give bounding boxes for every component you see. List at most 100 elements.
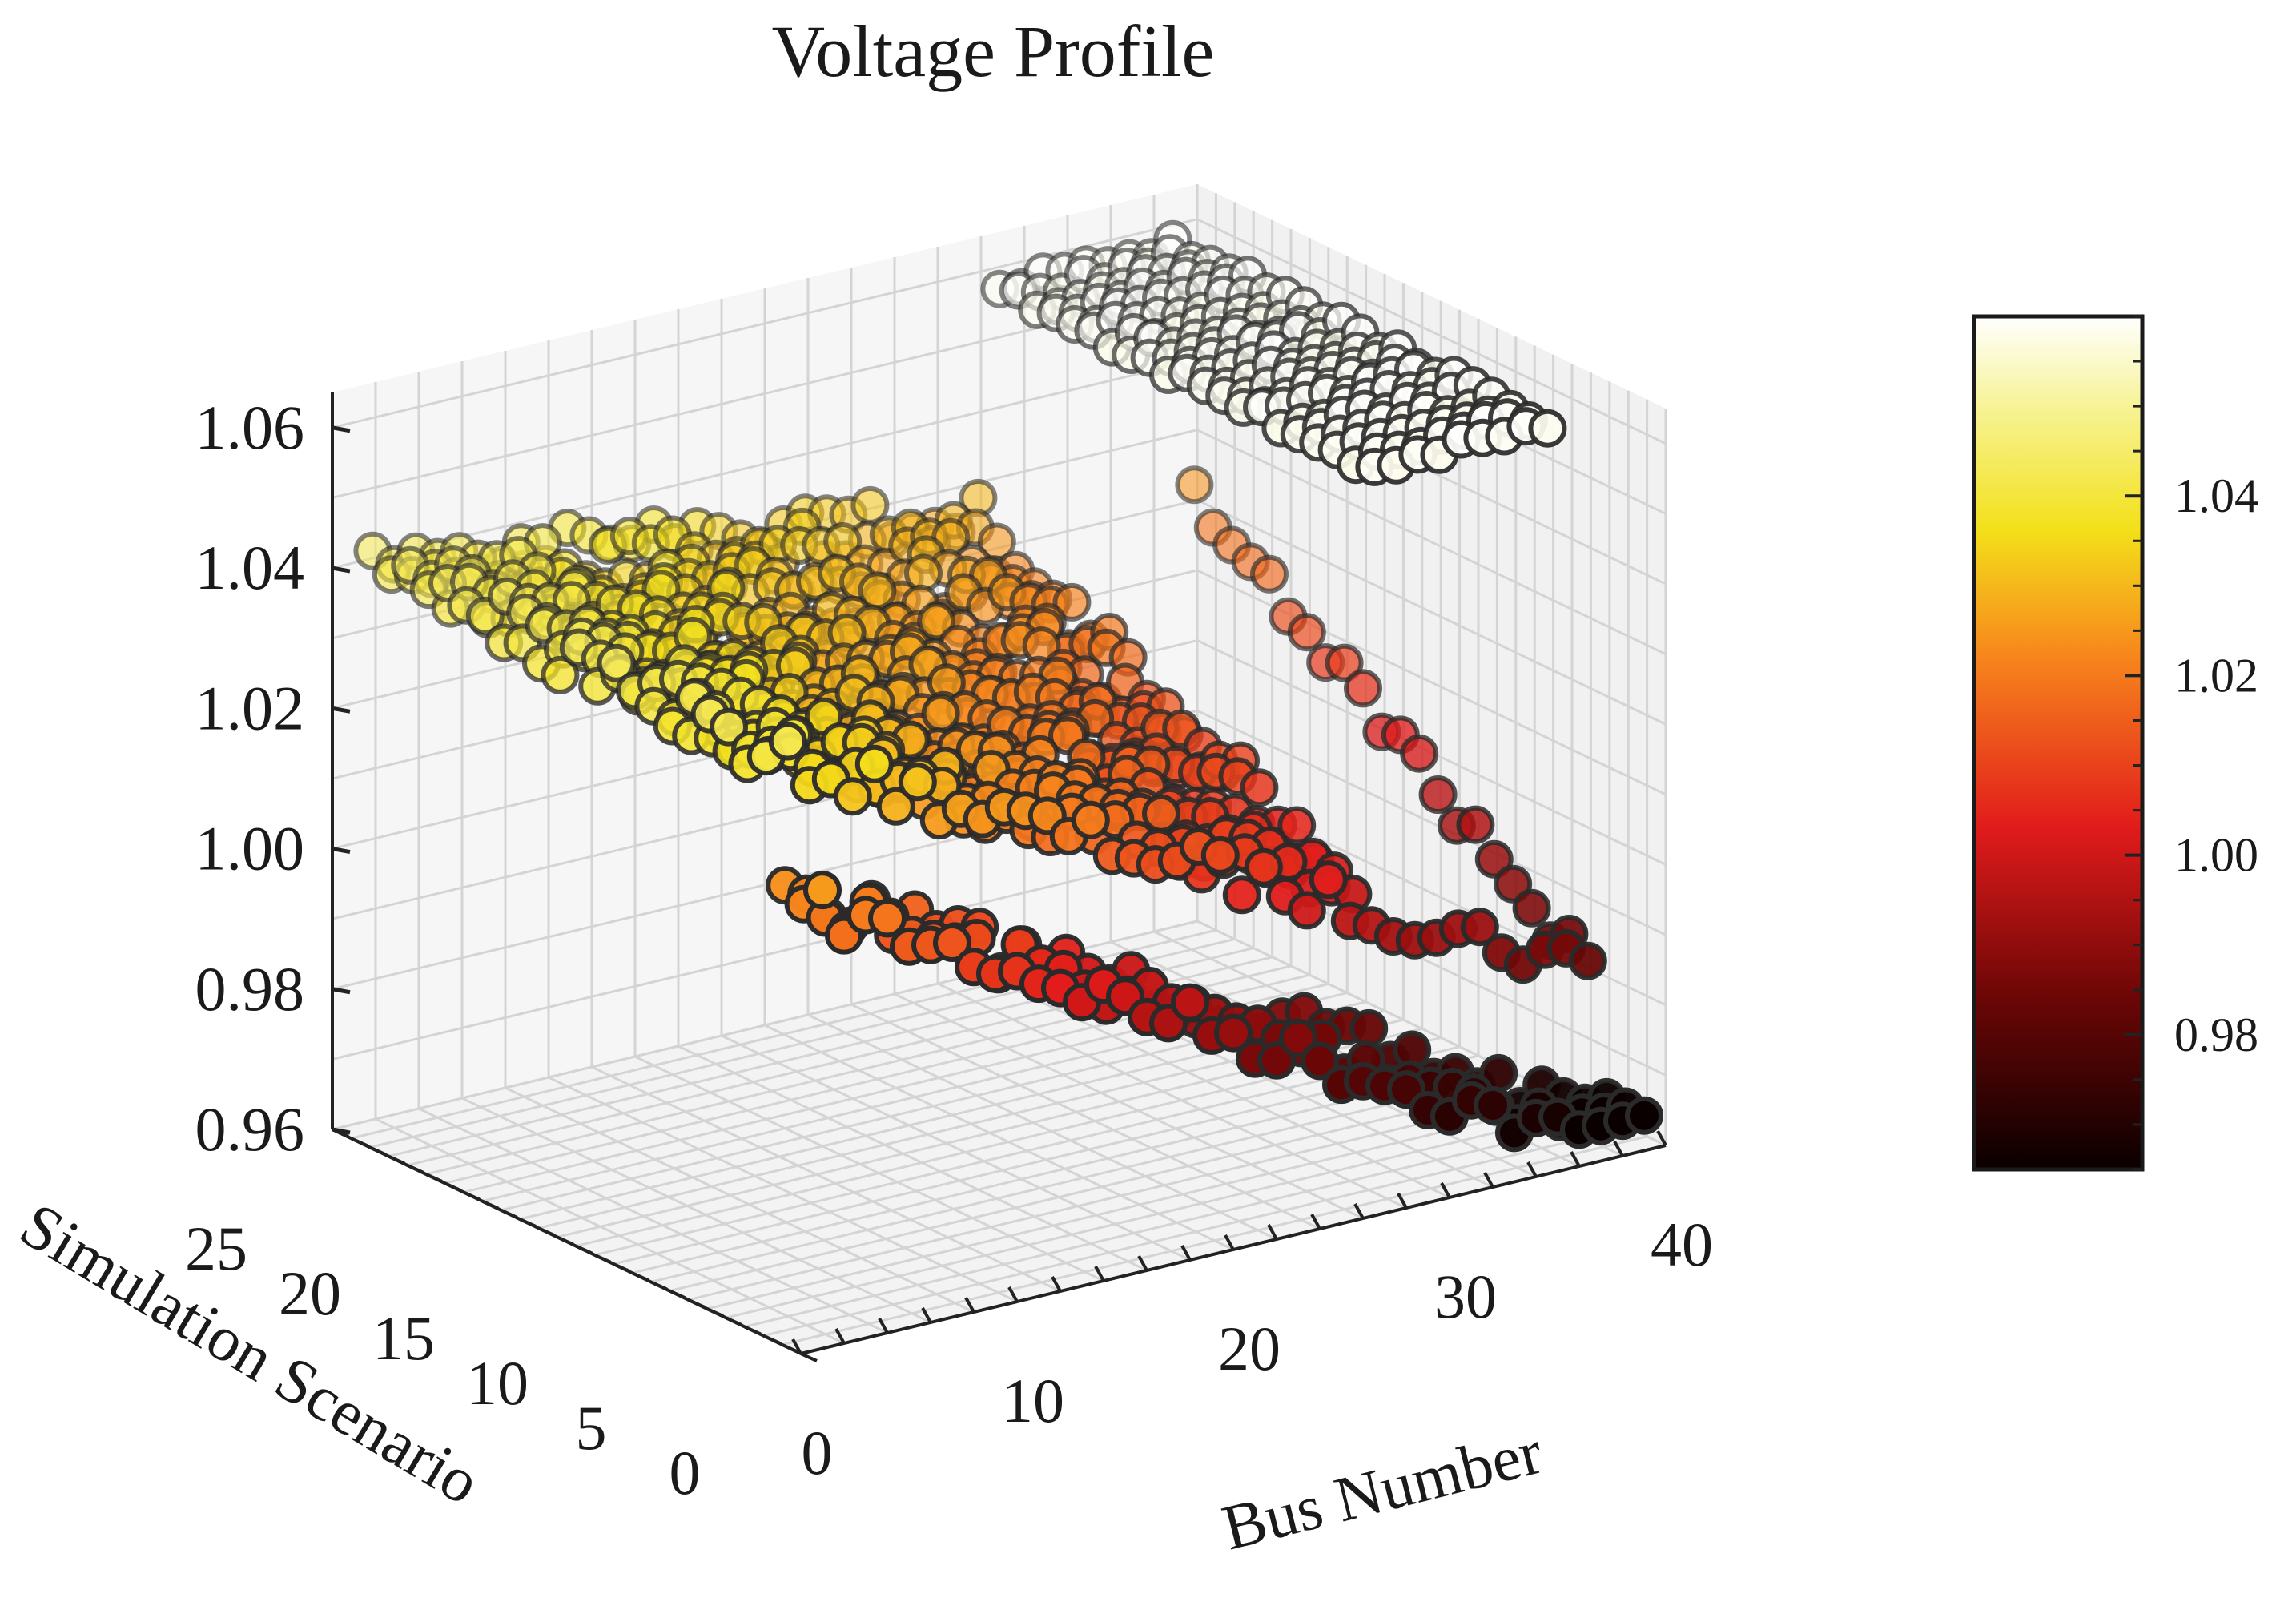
z-tick-mark bbox=[332, 987, 351, 995]
back-grid-line bbox=[332, 218, 1198, 429]
side-grid-line bbox=[1196, 498, 1667, 726]
data-point bbox=[597, 643, 636, 682]
y-minor-tick bbox=[500, 1208, 518, 1219]
floor-grid-line bbox=[669, 1081, 1535, 1293]
x-minor-tick bbox=[1397, 1193, 1408, 1209]
x-minor-tick bbox=[1570, 1151, 1581, 1167]
x-tick-label: 0 bbox=[802, 1418, 833, 1487]
data-point bbox=[1142, 794, 1180, 833]
colorbar-tick-label: 1.02 bbox=[2174, 649, 2258, 702]
floor-grid-line bbox=[721, 1034, 1191, 1262]
floor-grid-line bbox=[418, 1107, 888, 1334]
data-point bbox=[1052, 582, 1092, 622]
data-point bbox=[1349, 1008, 1389, 1048]
x-minor-tick bbox=[1094, 1266, 1105, 1282]
floor-grid-line bbox=[634, 1055, 1104, 1282]
x-minor-tick bbox=[834, 1328, 846, 1344]
floor-grid-line bbox=[937, 982, 1407, 1210]
z-tick-label: 1.06 bbox=[195, 392, 305, 462]
y-minor-tick bbox=[743, 1325, 762, 1336]
data-point bbox=[854, 744, 894, 783]
side-grid-line bbox=[1196, 218, 1667, 445]
data-point bbox=[1222, 875, 1261, 915]
data-point bbox=[1625, 1096, 1663, 1135]
x-tick-label: 30 bbox=[1434, 1262, 1497, 1331]
data-point bbox=[541, 655, 580, 694]
floor-grid-line bbox=[764, 1024, 1234, 1251]
floor-grid-line bbox=[591, 1065, 1061, 1293]
y-minor-tick bbox=[444, 1181, 462, 1193]
y-minor-tick bbox=[669, 1289, 687, 1300]
x-minor-tick bbox=[1656, 1130, 1667, 1146]
x-minor-tick bbox=[1310, 1214, 1321, 1230]
data-point bbox=[1244, 847, 1283, 887]
data-point bbox=[1250, 554, 1289, 594]
data-point bbox=[710, 707, 748, 747]
y-minor-tick bbox=[350, 1137, 368, 1148]
data-point bbox=[1460, 908, 1499, 947]
data-point bbox=[917, 602, 956, 641]
data-point bbox=[1277, 806, 1317, 845]
colorbar-tick-label: 1.00 bbox=[2174, 829, 2258, 882]
data-point bbox=[1568, 941, 1607, 980]
data-point bbox=[1528, 409, 1567, 448]
floor-grid-line bbox=[782, 1135, 1647, 1346]
data-point bbox=[1400, 734, 1439, 773]
y-minor-tick bbox=[631, 1271, 649, 1282]
y-minor-tick bbox=[725, 1316, 743, 1327]
y-minor-tick bbox=[800, 1352, 818, 1362]
x-minor-tick bbox=[921, 1307, 932, 1323]
y-minor-tick bbox=[575, 1244, 593, 1255]
data-point bbox=[1456, 805, 1495, 844]
y-tick-label: 15 bbox=[372, 1303, 435, 1373]
data-point bbox=[1279, 1018, 1317, 1057]
y-minor-tick bbox=[706, 1307, 724, 1318]
x-minor-tick bbox=[1267, 1224, 1278, 1240]
back-grid-line bbox=[332, 358, 1198, 570]
y-minor-tick bbox=[332, 1128, 349, 1138]
x-tick-label: 20 bbox=[1218, 1314, 1281, 1383]
data-point bbox=[1200, 835, 1240, 875]
y-tick-label: 5 bbox=[576, 1393, 607, 1463]
floor-grid-line bbox=[678, 1045, 1148, 1272]
data-point bbox=[1309, 860, 1348, 900]
colorbar-tick-label: 0.98 bbox=[2174, 1008, 2258, 1061]
y-minor-tick bbox=[593, 1253, 612, 1264]
chart-title: Voltage Profile bbox=[772, 10, 1215, 92]
y-minor-tick bbox=[481, 1199, 500, 1210]
data-point bbox=[833, 777, 872, 816]
y-minor-tick bbox=[368, 1145, 387, 1157]
y-tick-label: 10 bbox=[466, 1348, 529, 1418]
x-minor-tick bbox=[964, 1297, 975, 1313]
data-point bbox=[1171, 983, 1209, 1022]
floor-grid-line bbox=[850, 1003, 1321, 1230]
floor-grid-line bbox=[726, 1108, 1591, 1319]
data-point bbox=[868, 899, 907, 938]
data-point bbox=[803, 871, 842, 910]
side-grid-line bbox=[1196, 429, 1667, 656]
data-point bbox=[898, 763, 937, 802]
x-minor-tick bbox=[878, 1318, 889, 1334]
x-minor-tick bbox=[1440, 1182, 1451, 1198]
data-point bbox=[1474, 1085, 1512, 1125]
side-grid-line bbox=[1196, 709, 1667, 936]
z-tick-label: 1.04 bbox=[195, 533, 305, 602]
y-minor-tick bbox=[425, 1173, 443, 1183]
colorbar-gradient bbox=[1972, 314, 2145, 1172]
x-minor-tick bbox=[1483, 1172, 1494, 1188]
x-minor-tick bbox=[1180, 1245, 1192, 1261]
x-minor-tick bbox=[1526, 1161, 1538, 1177]
z-tick-mark bbox=[332, 706, 351, 714]
x-minor-tick bbox=[791, 1338, 802, 1354]
data-point bbox=[876, 787, 915, 826]
z-tick-mark bbox=[332, 566, 351, 574]
data-point bbox=[1214, 1013, 1253, 1053]
data-point bbox=[1512, 888, 1551, 928]
x-tick-label: 40 bbox=[1651, 1210, 1713, 1279]
floor-grid-line bbox=[461, 1097, 931, 1324]
data-point bbox=[1240, 768, 1279, 807]
data-point bbox=[1175, 465, 1214, 505]
data-point bbox=[1344, 669, 1382, 708]
x-tick-label: 10 bbox=[1002, 1366, 1064, 1435]
